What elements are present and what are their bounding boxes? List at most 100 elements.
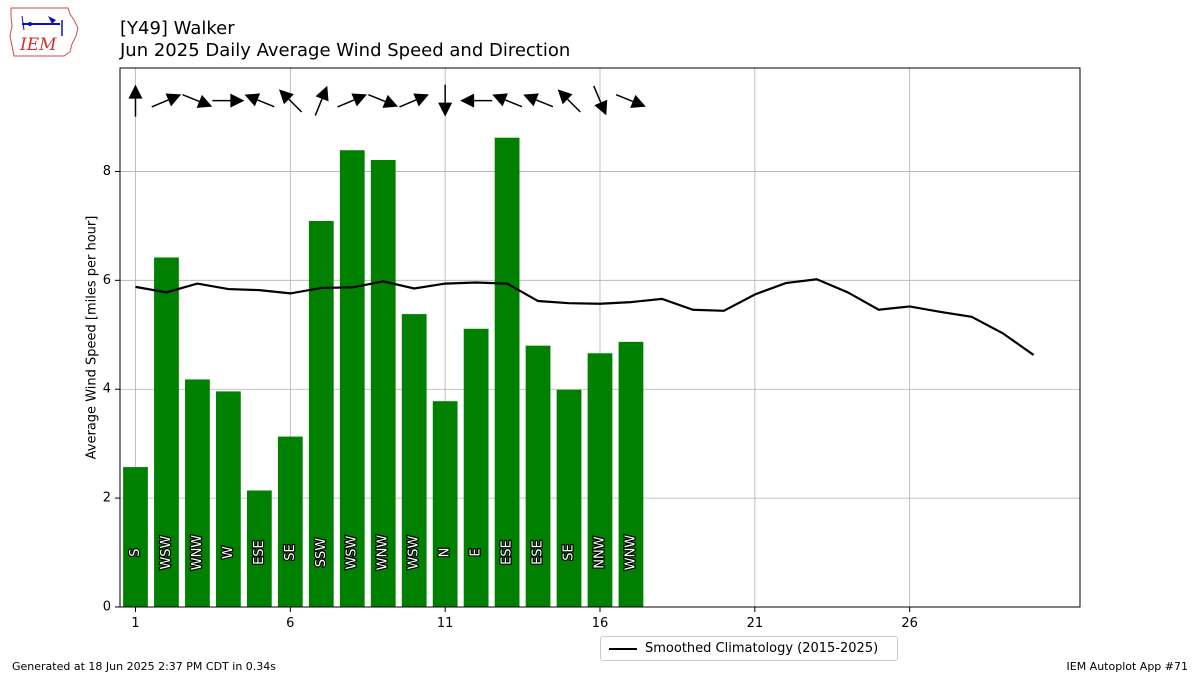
wind-direction-arrow (368, 93, 399, 108)
wind-speed-bar (370, 160, 396, 607)
wind-direction-arrow (337, 93, 367, 108)
direction-label: W (221, 546, 236, 559)
wind-direction-arrow (244, 93, 275, 108)
wind-speed-bar (185, 379, 210, 607)
wind-speed-bar (463, 328, 489, 607)
wind-direction-arrow (128, 84, 143, 117)
wind-speed-bar (432, 401, 458, 607)
arrow-head (315, 85, 329, 102)
y-axis-label: Average Wind Speed [miles per hour] (85, 216, 100, 460)
wind-direction-arrow (151, 93, 182, 108)
y-tick-label: 0 (103, 600, 111, 615)
direction-label: NNW (593, 536, 608, 568)
arrow-head (165, 93, 182, 107)
arrow-shaft (567, 98, 581, 113)
x-tick-label: 11 (437, 616, 454, 631)
arrow-shaft (504, 99, 523, 108)
direction-label: WSW (407, 535, 422, 569)
wind-direction-arrow (460, 93, 493, 108)
wind-direction-arrow (615, 93, 646, 108)
wind-speed-bar (618, 341, 644, 607)
direction-label: SE (562, 544, 577, 560)
direction-label: WNW (376, 535, 391, 571)
y-tick-label: 2 (103, 491, 111, 506)
direction-label: ESE (531, 540, 546, 565)
direction-label: WSW (345, 535, 360, 569)
wind-direction-arrow (212, 93, 245, 108)
arrow-head (351, 93, 367, 107)
legend-label: Smoothed Climatology (2015-2025) (645, 641, 879, 656)
arrow-head (630, 94, 646, 108)
arrow-shaft (593, 85, 602, 103)
legend-line-swatch (609, 648, 637, 650)
direction-label: ESE (500, 540, 515, 565)
arrow-head (413, 93, 429, 107)
wind-direction-arrow (182, 93, 213, 108)
y-tick-label: 8 (103, 164, 111, 179)
wind-direction-arrow (557, 89, 581, 113)
wind-direction-arrow (399, 93, 429, 108)
wind-speed-bar (587, 353, 613, 607)
arrow-head (128, 84, 143, 99)
generated-timestamp: Generated at 18 Jun 2025 2:37 PM CDT in … (12, 660, 277, 673)
arrow-shaft (257, 99, 275, 108)
logo-text: IEM (19, 35, 57, 55)
arrow-shaft (288, 98, 303, 113)
x-tick-label: 21 (747, 616, 764, 631)
arrow-head (492, 93, 508, 107)
x-tick-label: 26 (901, 616, 918, 631)
direction-label: WNW (623, 535, 638, 571)
direction-label: ESE (252, 540, 267, 565)
direction-label: WNW (190, 535, 205, 571)
y-tick-label: 6 (103, 273, 111, 288)
wind-direction-arrow (438, 84, 453, 117)
arrow-shaft (337, 99, 355, 108)
arrow-head (230, 93, 245, 108)
direction-label: N (438, 548, 453, 558)
y-tick-label: 4 (103, 382, 111, 397)
legend: Smoothed Climatology (2015-2025) (600, 636, 898, 661)
wind-speed-bar (246, 490, 272, 607)
wind-speed-bar (123, 467, 148, 607)
iem-logo: IEM (8, 6, 80, 58)
wind-speed-bar (494, 137, 520, 607)
wind-speed-bar (556, 389, 582, 607)
x-tick-label: 16 (592, 616, 609, 631)
arrow-shaft (368, 93, 386, 103)
wind-speed-bar (339, 150, 365, 607)
x-tick-label: 6 (286, 616, 294, 631)
direction-label: SE (283, 544, 298, 560)
direction-label: WSW (159, 535, 174, 569)
x-tick-label: 1 (131, 616, 139, 631)
arrow-shaft (399, 99, 417, 108)
wind-direction-arrow (593, 85, 608, 116)
wind-speed-bar (154, 257, 179, 607)
wind-speed-bar (216, 391, 241, 607)
arrow-head (594, 99, 608, 116)
wind-speed-bar (401, 314, 427, 607)
chart-title-station: [Y49] Walker (120, 18, 235, 39)
direction-label: E (469, 548, 484, 556)
wind-direction-arrow (314, 85, 329, 116)
arrow-shaft (182, 93, 200, 103)
wind-speed-bar (277, 436, 303, 607)
wind-speed-bar (308, 220, 334, 607)
arrow-shaft (314, 98, 323, 116)
wind-direction-arrow (523, 93, 554, 108)
climatology-line (135, 278, 1035, 356)
arrow-shaft (615, 93, 634, 103)
direction-label: S (128, 548, 143, 556)
app-credit: IEM Autoplot App #71 (1066, 660, 1189, 673)
wind-speed-bar (525, 345, 551, 607)
arrow-head (557, 89, 573, 105)
chart-title: Jun 2025 Daily Average Wind Speed and Di… (120, 40, 571, 61)
arrow-shaft (535, 99, 554, 108)
arrow-head (438, 102, 453, 117)
arrow-head (460, 93, 475, 108)
wind-direction-arrow (492, 93, 523, 108)
arrow-head (196, 94, 213, 108)
wind-direction-arrow (279, 89, 303, 113)
arrow-shaft (151, 99, 169, 108)
arrow-head (523, 93, 539, 107)
